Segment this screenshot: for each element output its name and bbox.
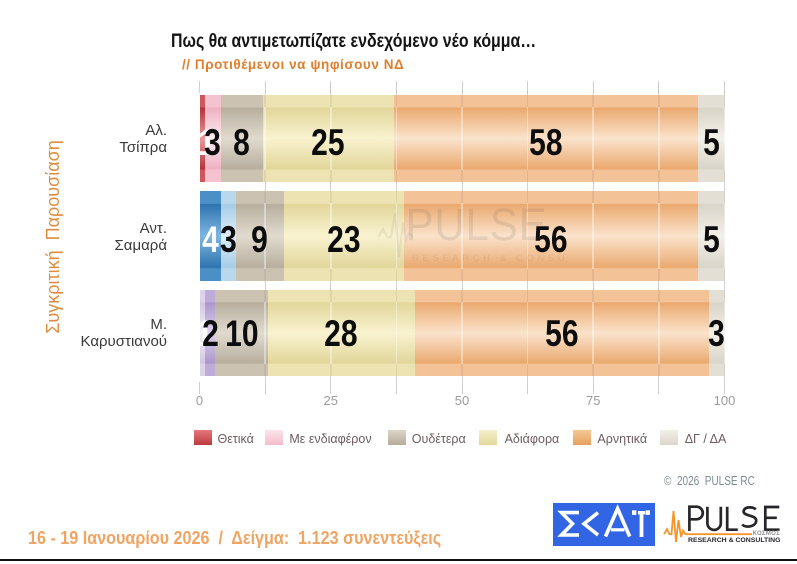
svg-text:RESEARCH & CONSULTING: RESEARCH & CONSULTING — [688, 537, 781, 544]
svg-text:ΚΟΣΜΟΣ: ΚΟΣΜΟΣ — [753, 531, 780, 537]
